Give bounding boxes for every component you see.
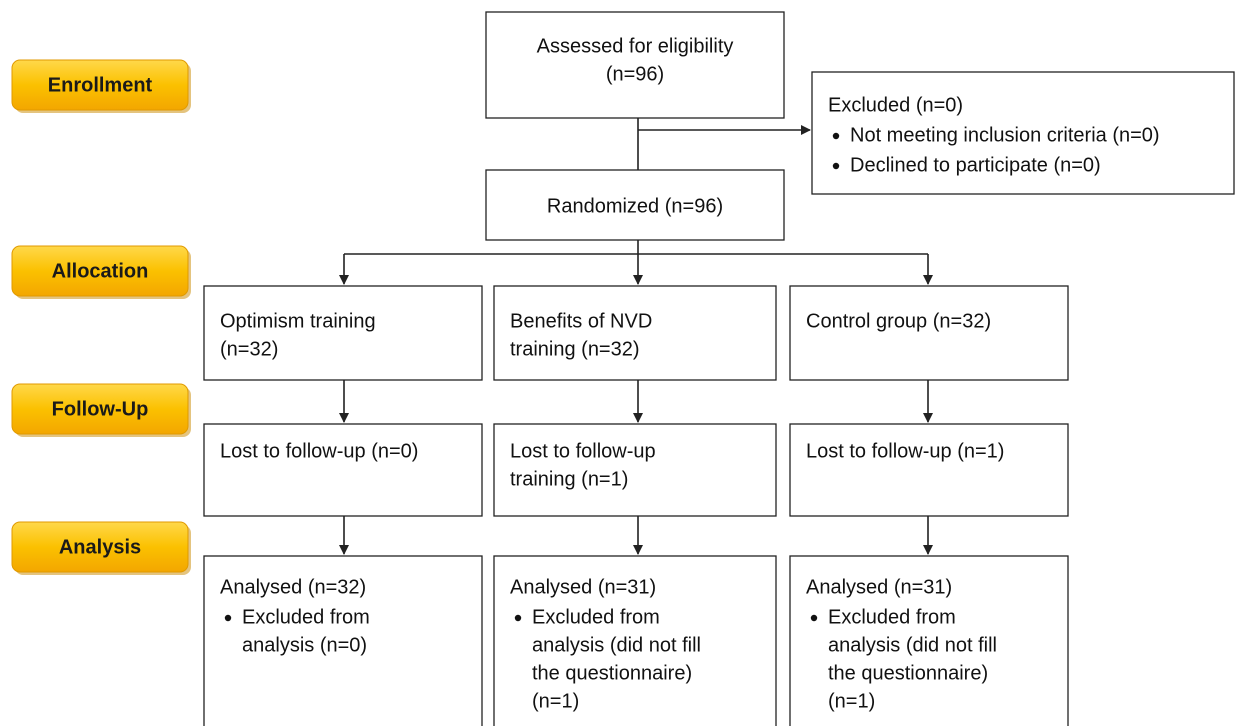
node: Analysed (n=31) Excluded from analysis (di… (493, 555, 777, 726)
node-text: (n=32) (220, 338, 278, 360)
bullet (832, 132, 840, 140)
node: Excluded (n=0) Not meeting inclusion crit… (811, 71, 1235, 195)
node: Randomized (n=96) (485, 169, 785, 241)
node-text: Lost to follow-up (n=1) (806, 440, 1004, 462)
bullet-text: Excluded from (532, 606, 660, 628)
stage-text: Follow-Up (52, 398, 149, 420)
node-text: Randomized (n=96) (547, 195, 723, 217)
bullet-text: the questionnaire) (532, 662, 692, 684)
node: Lost to follow-up training (n=1) (493, 423, 777, 517)
bullet-text: the questionnaire) (828, 662, 988, 684)
node-box (493, 423, 777, 517)
node-text: Assessed for eligibility (537, 35, 734, 57)
node-box (789, 285, 1069, 381)
stage-text: Enrollment (48, 74, 153, 96)
stage-text: Allocation (52, 260, 149, 282)
node-box (811, 71, 1235, 195)
bullet-text: analysis (did not fill (828, 634, 997, 656)
node: Lost to follow-up (n=1) (789, 423, 1069, 517)
stage-label: Allocation (11, 245, 191, 299)
stage-label: Follow-Up (11, 383, 191, 437)
node-text: Excluded (n=0) (828, 94, 963, 116)
bullet-text: analysis (n=0) (242, 634, 367, 656)
stage-button (11, 245, 189, 297)
bullet (810, 614, 818, 622)
node-box (203, 285, 483, 381)
bullet-text: Not meeting inclusion criteria (n=0) (850, 124, 1160, 146)
node: Optimism training (n=32) (203, 285, 483, 381)
node-box (203, 555, 483, 726)
node: Benefits of NVD training (n=32) (493, 285, 777, 381)
node-box (493, 285, 777, 381)
stage-button (11, 383, 189, 435)
node-text: Analysed (n=31) (806, 576, 952, 598)
node-text: (n=96) (606, 63, 664, 85)
node-text: training (n=32) (510, 338, 640, 360)
node-box (789, 423, 1069, 517)
bullet (224, 614, 232, 622)
bullet-text: (n=1) (828, 690, 875, 712)
node-text: Control group (n=32) (806, 310, 991, 332)
stage-text: Analysis (59, 536, 141, 558)
node-text: Lost to follow-up (510, 440, 656, 462)
node-text: Optimism training (220, 310, 376, 332)
bullet-text: Excluded from (828, 606, 956, 628)
bullet-text: Excluded from (242, 606, 370, 628)
stage-label: Enrollment (11, 59, 191, 113)
node: Analysed (n=31) Excluded from analysis (di… (789, 555, 1069, 726)
bullet-text: analysis (did not fill (532, 634, 701, 656)
bullet (832, 162, 840, 170)
bullet-text: (n=1) (532, 690, 579, 712)
bullet (514, 614, 522, 622)
node-box (493, 555, 777, 726)
connectors (339, 118, 933, 555)
bullet-text: Declined to participate (n=0) (850, 154, 1101, 176)
node-box (485, 169, 785, 241)
node-box (485, 11, 785, 119)
node: Analysed (n=32) Excluded from analysis (n=… (203, 555, 483, 726)
stage-label: Analysis (11, 521, 191, 575)
node-text: Lost to follow-up (n=0) (220, 440, 418, 462)
node: Assessed for eligibility (n=96) (485, 11, 785, 119)
node-text: Analysed (n=32) (220, 576, 366, 598)
node-text: training (n=1) (510, 468, 628, 490)
node: Control group (n=32) (789, 285, 1069, 381)
node-box (203, 423, 483, 517)
stage-button (11, 59, 189, 111)
stage-button (11, 521, 189, 573)
node-text: Analysed (n=31) (510, 576, 656, 598)
node-text: Benefits of NVD (510, 310, 652, 332)
node-box (789, 555, 1069, 726)
node: Lost to follow-up (n=0) (203, 423, 483, 517)
